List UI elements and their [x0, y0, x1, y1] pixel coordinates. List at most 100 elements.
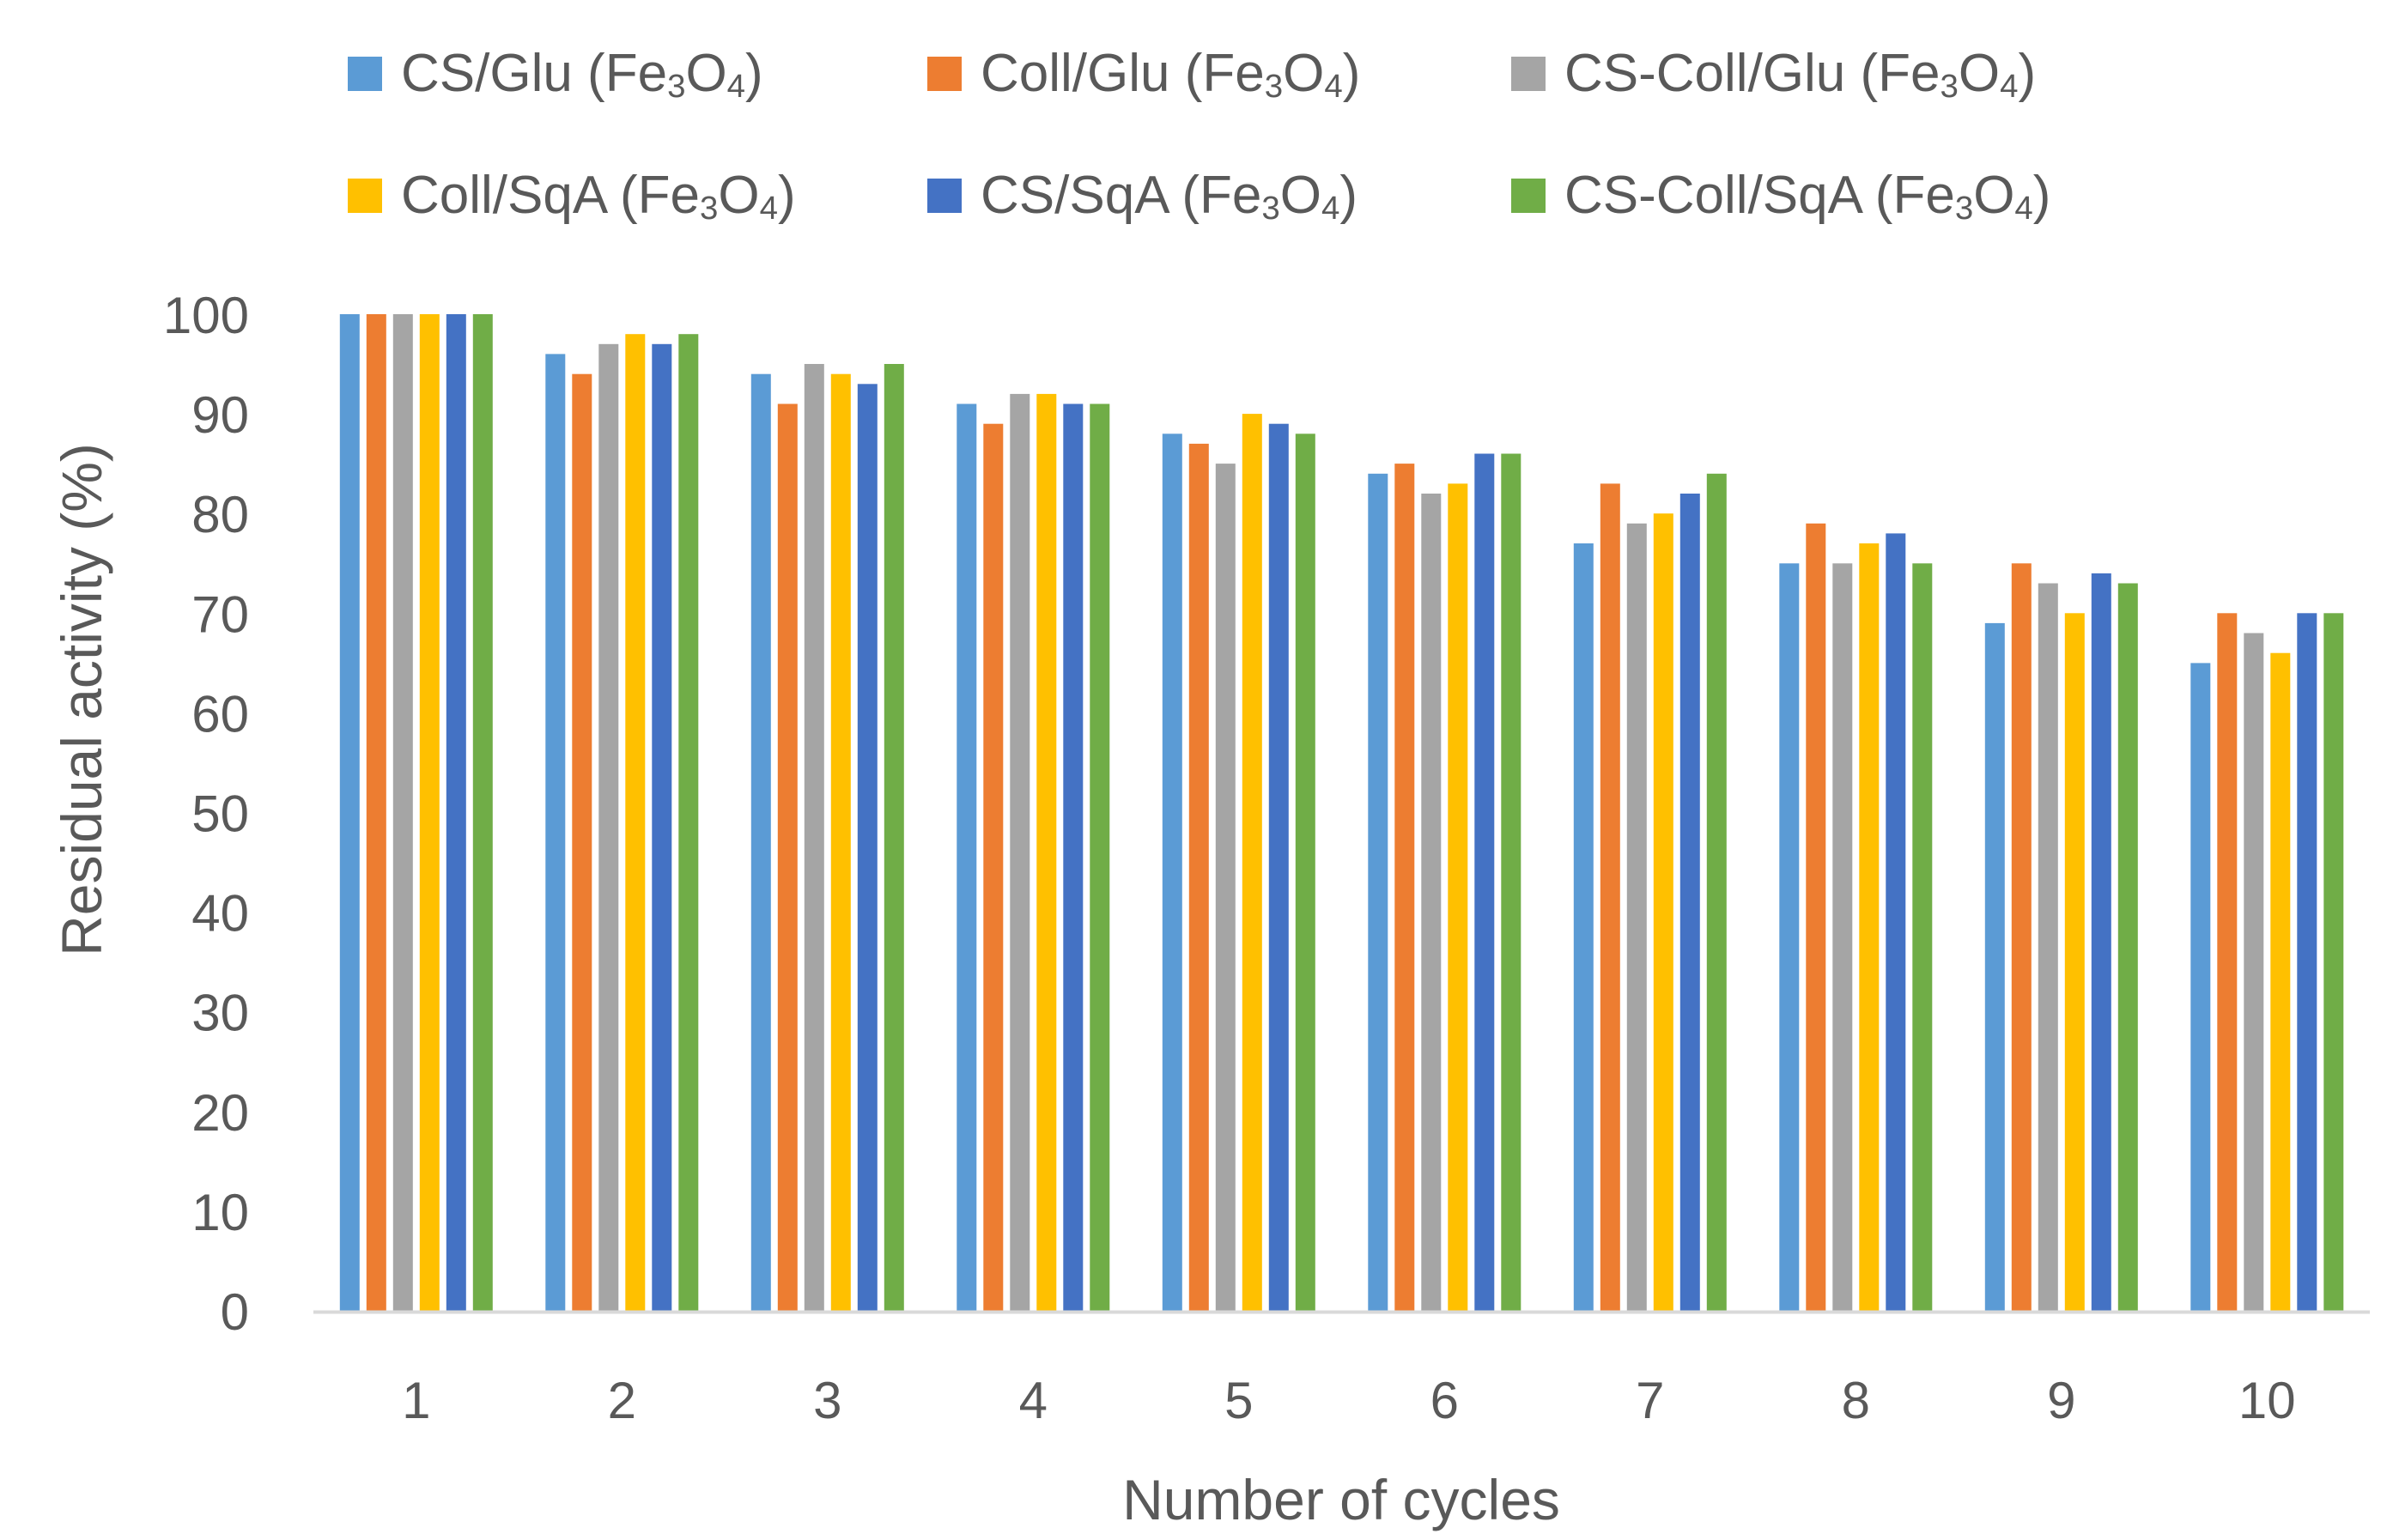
legend-item: CS/Glu (Fe3O4)	[348, 43, 763, 104]
legend-label: Coll/Glu (Fe3O4)	[981, 44, 1361, 105]
bar-series4-cycle4	[1036, 393, 1057, 1311]
bar-series2-cycle2	[572, 373, 592, 1312]
legend-swatch	[348, 178, 382, 213]
bar-series4-cycle10	[2270, 652, 2291, 1311]
bar-series3-cycle4	[1010, 393, 1030, 1311]
x-tick-label: 1	[402, 1372, 430, 1429]
bar-series5-cycle3	[857, 384, 878, 1311]
bar-series4-cycle3	[830, 373, 851, 1312]
bar-series2-cycle1	[366, 314, 386, 1311]
bar-series5-cycle10	[2297, 613, 2317, 1311]
bar-series1-cycle8	[1779, 563, 1800, 1312]
x-tick-label: 9	[2047, 1372, 2075, 1429]
bar-series3-cycle5	[1215, 464, 1236, 1311]
legend-item: CS/SqA (Fe3O4)	[927, 165, 1357, 226]
y-axis-title: Residual activity (%)	[50, 443, 113, 956]
legend-swatch	[1511, 178, 1546, 213]
bar-series2-cycle10	[2217, 613, 2238, 1311]
bar-series2-cycle9	[2011, 563, 2032, 1312]
y-tick-label: 10	[191, 1184, 249, 1241]
bar-series1-cycle5	[1162, 434, 1182, 1311]
bar-series1-cycle2	[545, 354, 566, 1311]
y-tick-label: 70	[191, 585, 249, 643]
legend-item: Coll/SqA (Fe3O4)	[348, 165, 796, 226]
legend-swatch	[927, 56, 962, 91]
bar-series1-cycle1	[339, 314, 360, 1311]
bar-series2-cycle4	[983, 423, 1004, 1312]
x-tick-label: 7	[1636, 1372, 1664, 1429]
x-tick-label: 5	[1224, 1372, 1253, 1429]
legend-label: CS-Coll/SqA (Fe3O4)	[1564, 166, 2051, 227]
bar-series1-cycle10	[2190, 663, 2211, 1311]
bar-series3-cycle8	[1832, 563, 1853, 1312]
bar-series2-cycle3	[777, 403, 798, 1311]
bar-series5-cycle9	[2091, 573, 2111, 1311]
y-tick-label: 90	[191, 386, 249, 444]
x-tick-label: 2	[608, 1372, 636, 1429]
bar-series1-cycle3	[750, 373, 771, 1312]
bar-series6-cycle1	[472, 314, 493, 1311]
bar-series5-cycle6	[1474, 453, 1495, 1311]
y-tick-label: 80	[191, 486, 249, 543]
bar-series1-cycle9	[1984, 622, 2005, 1311]
bar-series5-cycle8	[1886, 533, 1906, 1311]
bar-series1-cycle4	[957, 403, 977, 1311]
bar-series4-cycle2	[625, 334, 646, 1312]
bar-series1-cycle7	[1573, 543, 1594, 1311]
bar-series3-cycle7	[1626, 523, 1647, 1311]
y-tick-label: 100	[163, 287, 249, 344]
y-tick-labels: 0 10 20 30 40 50 60 70 80 90 100	[163, 287, 249, 1341]
x-tick-label: 4	[1019, 1372, 1048, 1429]
x-tick-label: 6	[1430, 1372, 1459, 1429]
bar-series5-cycle2	[652, 343, 672, 1311]
bar-series1-cycle6	[1368, 473, 1388, 1311]
x-tick-label: 8	[1842, 1372, 1870, 1429]
bars-group	[339, 314, 2344, 1312]
legend-swatch	[348, 56, 382, 91]
legend-item: Coll/Glu (Fe3O4)	[927, 43, 1360, 104]
bar-series4-cycle9	[2064, 613, 2085, 1311]
x-tick-label: 3	[813, 1372, 841, 1429]
bar-series2-cycle5	[1188, 443, 1209, 1311]
bar-series6-cycle4	[1090, 403, 1110, 1311]
legend-item: CS-Coll/SqA (Fe3O4)	[1511, 165, 2050, 226]
y-tick-label: 20	[191, 1084, 249, 1142]
bar-series6-cycle10	[2323, 613, 2344, 1311]
x-tick-labels: 1 2 3 4 5 6 7 8 9 10	[402, 1372, 2296, 1429]
legend: CS/Glu (Fe3O4) Coll/Glu (Fe3O4) CS-Coll/Gl…	[0, 0, 2387, 258]
bar-series3-cycle6	[1421, 494, 1442, 1311]
bar-series5-cycle1	[446, 314, 466, 1311]
bar-series5-cycle4	[1063, 403, 1084, 1311]
bar-series3-cycle9	[2038, 583, 2058, 1311]
bar-series2-cycle7	[1600, 483, 1620, 1311]
legend-label: CS/SqA (Fe3O4)	[981, 166, 1357, 227]
bar-series2-cycle8	[1806, 523, 1826, 1311]
x-axis-title: Number of cycles	[1122, 1468, 1560, 1531]
bar-series2-cycle6	[1394, 464, 1415, 1311]
bar-series4-cycle7	[1653, 513, 1673, 1311]
y-tick-label: 50	[191, 785, 249, 843]
bar-series4-cycle8	[1859, 543, 1880, 1311]
bar-series6-cycle5	[1295, 434, 1315, 1311]
bar-series3-cycle3	[804, 364, 824, 1311]
legend-item: CS-Coll/Glu (Fe3O4)	[1511, 43, 2036, 104]
bar-series4-cycle1	[419, 314, 440, 1311]
bar-series5-cycle5	[1268, 423, 1289, 1312]
bar-series4-cycle5	[1242, 414, 1262, 1312]
bar-series6-cycle6	[1501, 453, 1521, 1311]
bar-series6-cycle8	[1912, 563, 1933, 1312]
legend-swatch	[927, 178, 962, 213]
y-tick-label: 30	[191, 985, 249, 1042]
x-tick-label: 10	[2238, 1372, 2296, 1429]
y-tick-label: 0	[221, 1283, 249, 1341]
bar-series6-cycle3	[884, 364, 904, 1311]
bar-series6-cycle7	[1706, 473, 1727, 1311]
legend-label: CS/Glu (Fe3O4)	[401, 44, 763, 105]
legend-label: CS-Coll/Glu (Fe3O4)	[1564, 44, 2037, 105]
bar-series5-cycle7	[1679, 494, 1700, 1311]
bar-series6-cycle2	[678, 334, 699, 1312]
bar-series3-cycle1	[392, 314, 413, 1311]
legend-swatch	[1511, 56, 1546, 91]
legend-label: Coll/SqA (Fe3O4)	[401, 166, 796, 227]
